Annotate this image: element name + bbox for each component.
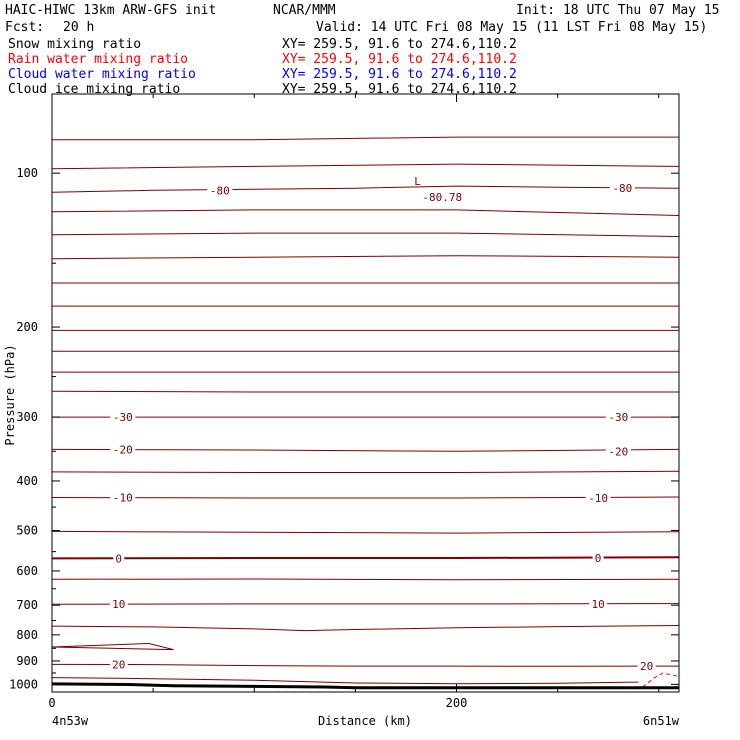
contour-line	[52, 470, 679, 473]
fcst-value: 20 h	[63, 20, 94, 35]
y-tick-label: 600	[16, 564, 38, 578]
y-axis-label: Pressure (hPa)	[3, 344, 17, 445]
isotherm-label-bg	[110, 491, 136, 504]
x-tick-label: 200	[446, 696, 468, 710]
isotherm-label-bg	[110, 443, 136, 456]
valid-time: Valid: 14 UTC Fri 08 May 15 (11 LST Fri …	[316, 20, 707, 35]
x-start-label: 4n53w	[52, 714, 89, 728]
isotherm-label: -10	[588, 492, 608, 505]
contour-line	[52, 677, 639, 685]
isotherm-line	[52, 448, 679, 452]
y-tick-label: 300	[16, 410, 38, 424]
isotherm-line	[52, 185, 679, 193]
y-tick-label: 500	[16, 523, 38, 537]
isotherm-label-bg	[605, 445, 631, 458]
contour-line	[52, 255, 679, 260]
isotherm-label: 20	[112, 658, 125, 671]
isotherm-label: -20	[113, 443, 133, 456]
rain-contour	[642, 672, 679, 688]
fcst-label: Fcst:	[5, 20, 44, 35]
contour-line	[52, 625, 679, 632]
contour-line	[52, 209, 679, 216]
field-xy: XY= 259.5, 91.6 to 274.6,110.2	[282, 67, 517, 82]
contour-line	[52, 578, 679, 581]
contour-line	[52, 390, 679, 393]
contour-line	[52, 163, 679, 170]
x-axis-label: Distance (km)	[318, 714, 412, 728]
field-name: Rain water mixing ratio	[8, 52, 188, 67]
contour-line	[52, 530, 679, 534]
isotherm-label: 20	[640, 660, 653, 673]
y-tick-label: 400	[16, 474, 38, 488]
isotherm-label: -30	[113, 411, 133, 424]
contour-line	[52, 136, 679, 141]
isotherm-line	[52, 496, 679, 499]
isotherm-label: 0	[115, 552, 122, 565]
isotherm-label: -80	[210, 184, 230, 197]
isotherm-label-bg	[589, 597, 608, 610]
isotherm-label-bg	[207, 184, 233, 197]
plot-area: -80 -80 -30 -30 -20 -20 -10 -10 0 0 10 10 20 20 L-80.7…	[9, 93, 680, 710]
isotherm-label: -10	[113, 492, 133, 505]
surface-line	[52, 682, 679, 690]
model-title: HAIC-HIWC 13km ARW-GFS init	[5, 3, 216, 18]
isotherm-label-bg	[109, 598, 128, 611]
y-tick-label: 1000	[9, 677, 38, 691]
x-end-label: 6n51w	[643, 714, 680, 728]
isotherm-line	[52, 663, 679, 667]
isotherm-label: 10	[591, 598, 604, 611]
low-marker: L	[414, 175, 421, 188]
x-tick-label: 0	[48, 696, 55, 710]
isotherm-label: -80	[612, 182, 632, 195]
field-name: Cloud ice mixing ratio	[8, 82, 180, 97]
field-legend: Snow mixing ratio XY= 259.5, 91.6 to 274.…	[8, 37, 517, 97]
init-time: Init: 18 UTC Thu 07 May 15	[516, 3, 720, 18]
isotherm-label-bg	[637, 660, 656, 673]
isotherm-line	[52, 603, 679, 605]
isotherm-label-bg	[109, 658, 128, 671]
field-xy: XY= 259.5, 91.6 to 274.6,110.2	[282, 52, 517, 67]
y-tick-label: 700	[16, 598, 38, 612]
low-value: -80.78	[422, 191, 462, 204]
field-name: Cloud water mixing ratio	[8, 67, 196, 82]
org-title: NCAR/MMM	[273, 3, 336, 18]
isotherm-label: -20	[608, 445, 628, 458]
isotherm-label: 0	[595, 552, 602, 565]
contour-line	[52, 642, 174, 651]
isotherm-label: 10	[112, 598, 125, 611]
isotherm-label-bg	[592, 552, 604, 565]
contour-layer: -80 -80 -30 -30 -20 -20 -10 -10 0 0 10 10 20 20 L-80.7…	[52, 136, 679, 690]
y-tick-label: 200	[16, 320, 38, 334]
isotherm-label-bg	[605, 411, 631, 424]
isotherm-label-bg	[113, 552, 125, 565]
field-xy: XY= 259.5, 91.6 to 274.6,110.2	[282, 82, 517, 97]
field-name: Snow mixing ratio	[8, 37, 141, 52]
contour-line	[52, 232, 679, 237]
isotherm-label-bg	[110, 411, 136, 424]
field-xy: XY= 259.5, 91.6 to 274.6,110.2	[282, 37, 517, 52]
isotherm-label-bg	[609, 182, 635, 195]
y-tick-label: 100	[16, 166, 38, 180]
isotherm-label-bg	[585, 492, 611, 505]
y-tick-label: 900	[16, 654, 38, 668]
y-tick-label: 800	[16, 628, 38, 642]
isotherm-line	[52, 556, 679, 560]
isotherm-label: -30	[608, 411, 628, 424]
plot-frame	[51, 93, 680, 693]
low-value-bg	[420, 190, 465, 203]
